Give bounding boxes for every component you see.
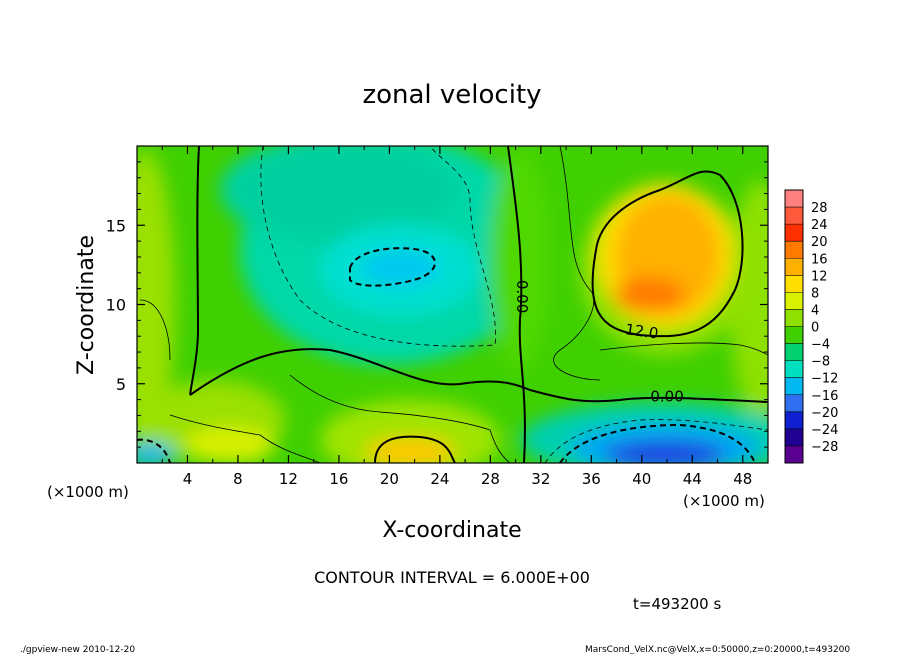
colorbar-swatch — [785, 326, 803, 345]
x-tick-label: 24 — [430, 470, 449, 488]
x-axis-label: X-coordinate — [382, 518, 521, 543]
contour-6-mid — [599, 342, 768, 356]
colorbar-swatch — [785, 241, 803, 259]
contour-neg6-lower — [544, 419, 768, 463]
plot-area: 0.00 12.0 0.00 — [137, 146, 768, 463]
x-tick-label: 28 — [481, 470, 500, 488]
contour-label-text: 12.0 — [624, 320, 660, 342]
colorbar-tick-label: 28 — [811, 201, 828, 216]
chart-title: zonal velocity — [362, 80, 541, 110]
footer-left: ./gpview-new 2010-12-20 — [20, 645, 135, 654]
colorbar-swatch — [785, 445, 803, 464]
contour-label: 0.00 — [513, 280, 531, 313]
x-units-label-right: (×1000 m) — [683, 492, 765, 510]
x-tick-label: 40 — [632, 470, 651, 488]
footer-right: MarsCond_VelX.nc@VelX,x=0:50000,z=0:2000… — [585, 645, 850, 654]
colorbar-swatch — [785, 275, 803, 293]
colorbar-tick-label: 0 — [811, 321, 819, 336]
colorbar-tick-label: −28 — [811, 440, 838, 455]
contour-label: 12.0 — [624, 320, 660, 342]
colorbar-tick-label: −24 — [811, 423, 838, 438]
contour-label-text: 0.00 — [513, 280, 531, 313]
contour-12 — [591, 170, 744, 338]
x-tick-label: 44 — [683, 470, 702, 488]
colorbar-tick-label: −12 — [811, 372, 838, 387]
contour-neg12-lower — [559, 423, 756, 463]
x-tick-label: 20 — [380, 470, 399, 488]
x-tick-label: 36 — [582, 470, 601, 488]
colorbar-tick-label: 12 — [811, 269, 828, 284]
colorbar-swatch — [785, 190, 803, 208]
contour-6-lower — [289, 374, 511, 463]
contour-12-lower — [374, 435, 456, 463]
contour-neg12-left — [137, 438, 171, 463]
contour-neg6 — [260, 146, 496, 347]
x-tick-label: 32 — [531, 470, 550, 488]
x-tick-label: 8 — [233, 470, 243, 488]
colorbar-tick-label: 4 — [811, 303, 819, 318]
z-tick-label: 15 — [106, 216, 126, 235]
contour-neg12 — [349, 247, 436, 287]
contour-interval: CONTOUR INTERVAL = 6.000E+00 — [314, 568, 590, 587]
x-tick-label: 4 — [183, 470, 193, 488]
colorbar-swatch — [785, 258, 803, 276]
x-tick-label: 48 — [733, 470, 752, 488]
colorbar-tick-label: −4 — [811, 338, 830, 353]
colorbar-swatch — [785, 309, 803, 327]
colorbar-tick-label: 16 — [811, 252, 828, 267]
colorbar-swatch — [785, 360, 803, 379]
x-units-label: (×1000 m) — [47, 483, 129, 501]
colorbar-tick-label: −16 — [811, 389, 838, 404]
colorbar-tick-label: −8 — [811, 355, 830, 370]
contour-6-lowerleft — [169, 414, 321, 463]
colorbar-swatch — [785, 207, 803, 225]
contour-6-left — [139, 299, 171, 361]
z-axis-label: Z-coordinate — [74, 235, 99, 375]
colorbar-tick-label: 24 — [811, 218, 828, 233]
contour-label: 0.00 — [650, 387, 683, 405]
colorbar: 28 24 20 16 12 8 4 0 −4 −8 −12 −16 −20 −24 −28 — [784, 189, 838, 464]
x-tick-label: 16 — [329, 470, 348, 488]
x-tick-label: 12 — [279, 470, 298, 488]
time-label: t=493200 s — [633, 595, 721, 613]
colorbar-tick-label: 20 — [811, 235, 828, 250]
colorbar-swatch — [785, 428, 803, 447]
z-tick-label: 10 — [106, 296, 126, 315]
colorbar-swatch — [785, 377, 803, 396]
contour-zero-mid — [507, 146, 526, 463]
colorbar-swatch — [785, 343, 803, 362]
contour-6-right — [553, 146, 601, 381]
colorbar-swatch — [785, 292, 803, 310]
contour-zero-horizontal — [189, 348, 768, 403]
contour-zero-left — [189, 146, 200, 396]
colorbar-swatch — [785, 224, 803, 242]
z-tick-label: 5 — [116, 375, 126, 394]
colorbar-tick-label: −20 — [811, 406, 838, 421]
contour-label-text: 0.00 — [650, 387, 683, 405]
colorbar-tick-label: 8 — [811, 286, 819, 301]
colorbar-swatch — [785, 394, 803, 413]
colorbar-swatch — [785, 411, 803, 430]
